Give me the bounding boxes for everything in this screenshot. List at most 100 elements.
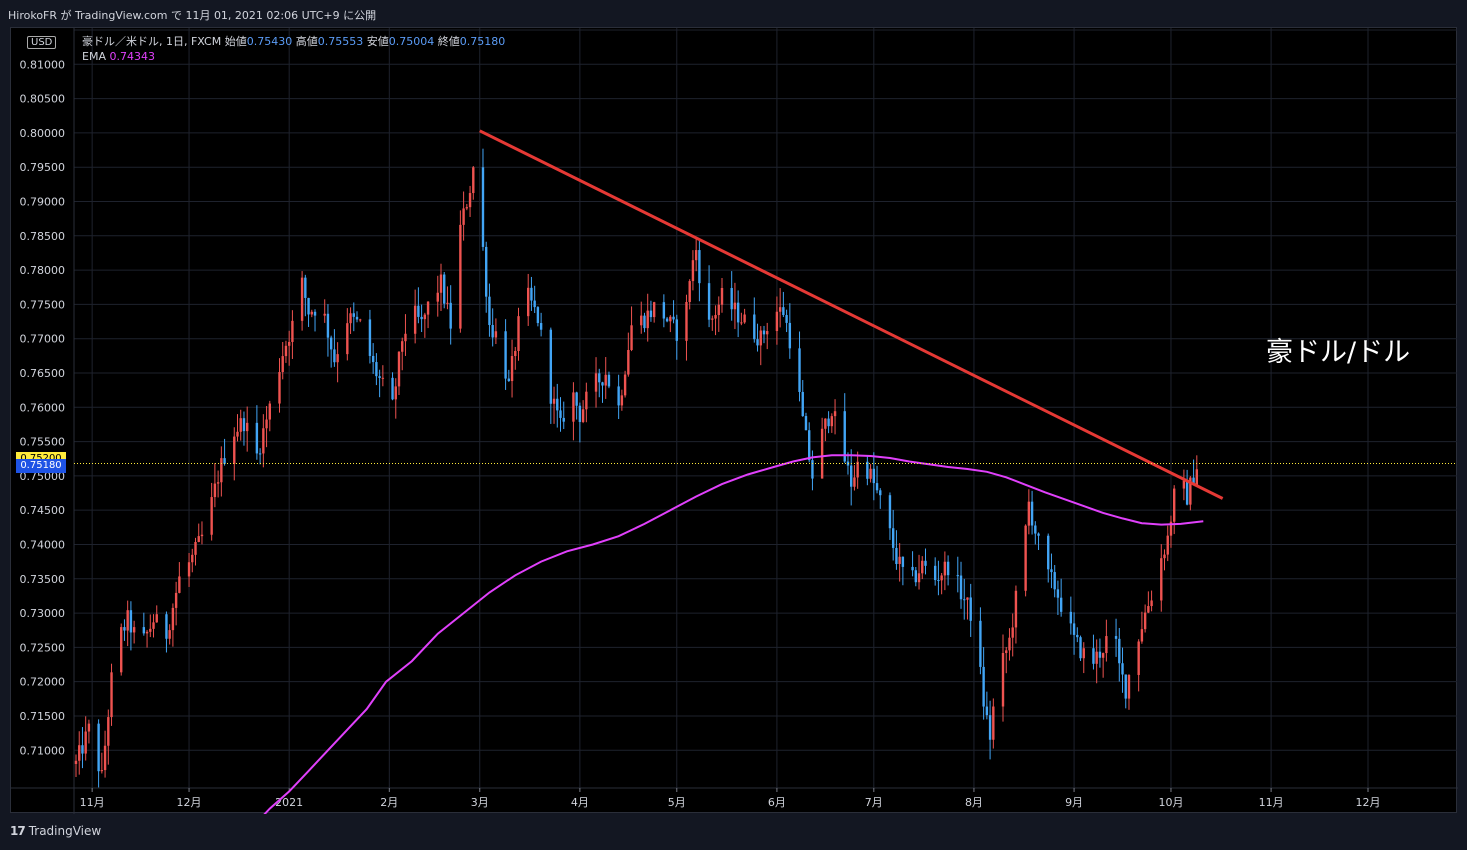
candle-body[interactable] <box>562 417 565 422</box>
currency-badge[interactable]: USD <box>27 36 57 49</box>
candle-body[interactable] <box>1147 606 1150 613</box>
legend-ema-label[interactable]: EMA <box>82 50 106 63</box>
candle-body[interactable] <box>504 331 507 379</box>
candle-body[interactable] <box>1137 641 1140 675</box>
candle-body[interactable] <box>1076 634 1079 638</box>
candle-body[interactable] <box>785 315 788 323</box>
candle-body[interactable] <box>233 436 236 464</box>
candle-body[interactable] <box>898 556 901 564</box>
candle-body[interactable] <box>417 305 420 317</box>
candle-body[interactable] <box>753 314 756 340</box>
candle-body[interactable] <box>556 398 559 411</box>
candle-body[interactable] <box>284 345 288 357</box>
candle-body[interactable] <box>126 610 129 631</box>
candle-body[interactable] <box>287 341 291 346</box>
candle-body[interactable] <box>901 556 905 567</box>
candle-body[interactable] <box>766 331 769 335</box>
candle-body[interactable] <box>933 565 937 581</box>
candle-body[interactable] <box>97 723 100 772</box>
candle-body[interactable] <box>985 706 989 716</box>
candle-body[interactable] <box>775 311 779 332</box>
candle-body[interactable] <box>268 403 271 420</box>
candle-body[interactable] <box>1163 554 1166 559</box>
candle-body[interactable] <box>866 461 869 479</box>
candle-body[interactable] <box>485 246 488 297</box>
candle-body[interactable] <box>149 628 152 632</box>
candle-body[interactable] <box>979 620 982 667</box>
candle-body[interactable] <box>194 541 197 555</box>
candle-body[interactable] <box>191 554 194 563</box>
candle-body[interactable] <box>420 316 423 320</box>
candle-body[interactable] <box>155 614 158 623</box>
candle-body[interactable] <box>733 302 737 310</box>
candle-body[interactable] <box>87 723 91 732</box>
candle-body[interactable] <box>675 319 678 341</box>
candle-body[interactable] <box>1005 650 1008 653</box>
candle-body[interactable] <box>300 277 304 321</box>
candle-body[interactable] <box>730 288 733 310</box>
candle-body[interactable] <box>507 378 511 382</box>
candle-body[interactable] <box>879 490 882 496</box>
candle-body[interactable] <box>969 597 972 621</box>
candle-body[interactable] <box>665 318 669 322</box>
candle-body[interactable] <box>850 465 853 487</box>
candle-body[interactable] <box>736 302 740 323</box>
candle-body[interactable] <box>145 631 149 634</box>
candle-body[interactable] <box>1173 488 1176 522</box>
candle-body[interactable] <box>404 333 407 342</box>
candle-body[interactable] <box>375 362 378 377</box>
candle-body[interactable] <box>245 422 249 432</box>
candle-body[interactable] <box>329 337 333 350</box>
candle-body[interactable] <box>808 430 811 461</box>
candle-body[interactable] <box>359 319 362 321</box>
candle-body[interactable] <box>937 580 940 582</box>
candle-body[interactable] <box>1182 480 1186 489</box>
candle-body[interactable] <box>323 313 326 316</box>
candle-body[interactable] <box>1121 663 1124 675</box>
candle-body[interactable] <box>649 310 653 318</box>
candle-body[interactable] <box>426 301 430 315</box>
candle-body[interactable] <box>443 274 446 304</box>
candle-body[interactable] <box>891 528 895 548</box>
candle-body[interactable] <box>1014 590 1018 628</box>
candle-body[interactable] <box>594 373 598 392</box>
candle-body[interactable] <box>120 627 123 673</box>
candle-body[interactable] <box>197 536 200 542</box>
candle-body[interactable] <box>459 224 462 329</box>
candle-body[interactable] <box>394 386 397 400</box>
candle-body[interactable] <box>872 468 876 484</box>
candle-body[interactable] <box>782 307 785 316</box>
candle-body[interactable] <box>465 207 469 209</box>
candle-body[interactable] <box>107 717 110 746</box>
candle-body[interactable] <box>1124 674 1127 699</box>
candle-body[interactable] <box>1024 525 1027 591</box>
candle-body[interactable] <box>830 416 834 427</box>
candle-body[interactable] <box>291 320 294 342</box>
candle-body[interactable] <box>436 292 439 302</box>
candle-body[interactable] <box>627 350 630 375</box>
candle-body[interactable] <box>759 330 762 346</box>
candle-body[interactable] <box>239 418 242 432</box>
candle-body[interactable] <box>174 592 178 608</box>
candle-body[interactable] <box>517 316 520 352</box>
candle-body[interactable] <box>255 422 259 454</box>
candle-body[interactable] <box>123 627 126 631</box>
candle-body[interactable] <box>1059 597 1063 612</box>
candle-body[interactable] <box>827 418 830 427</box>
candle-body[interactable] <box>488 296 491 325</box>
candle-body[interactable] <box>81 745 84 754</box>
chart-pane[interactable]: 0.71000 0.71500 0.72000 0.72500 0.73000 0.735… <box>10 27 1458 814</box>
candle-body[interactable] <box>623 374 627 396</box>
candle-body[interactable] <box>103 745 107 771</box>
candle-body[interactable] <box>304 277 307 298</box>
candle-body[interactable] <box>1169 521 1173 536</box>
candle-body[interactable] <box>988 715 992 740</box>
candle-body[interactable] <box>1037 533 1040 536</box>
candle-body[interactable] <box>549 329 553 404</box>
candle-body[interactable] <box>1034 525 1037 534</box>
candle-body[interactable] <box>352 313 355 317</box>
candle-body[interactable] <box>1092 648 1095 664</box>
candle-body[interactable] <box>820 428 824 479</box>
candle-body[interactable] <box>349 313 352 324</box>
candle-body[interactable] <box>1072 623 1076 635</box>
